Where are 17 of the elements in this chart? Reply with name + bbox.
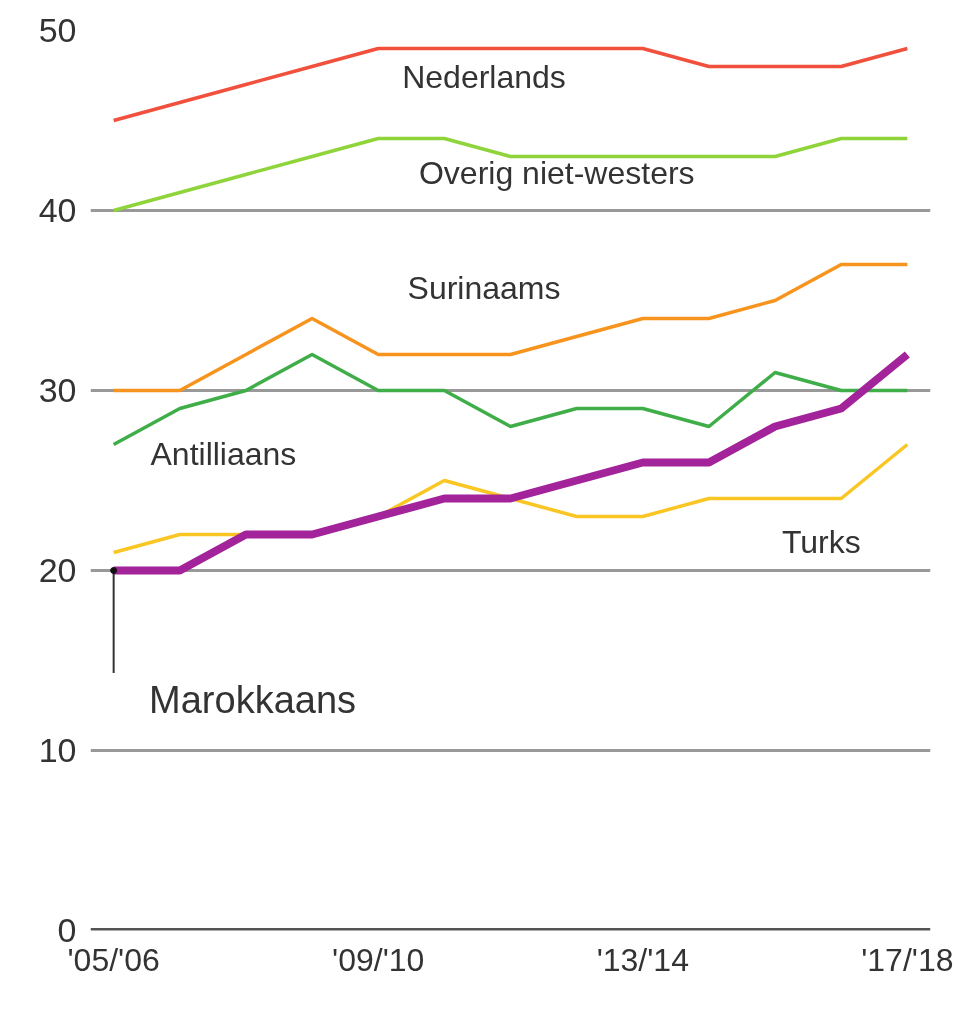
x-tick-label: '13/'14: [596, 941, 689, 978]
series-label: Antilliaans: [150, 435, 297, 472]
line-series: [111, 46, 910, 123]
y-tick-label: 30: [38, 371, 77, 409]
line-series: [111, 136, 910, 213]
line-series: [111, 262, 910, 393]
y-tick-label: 20: [38, 551, 77, 589]
series-label: Turks: [781, 523, 861, 560]
y-tick-label: 50: [38, 11, 77, 49]
y-tick-label: 40: [38, 191, 77, 229]
x-tick-label: '17/'18: [861, 941, 954, 978]
series-label: Nederlands: [402, 59, 566, 96]
text: Marokkaans: [149, 679, 357, 722]
series-label: Surinaams: [407, 269, 561, 306]
series-label: Overig niet-westers: [418, 154, 695, 191]
x-tick-label: '09/'10: [332, 941, 425, 978]
y-tick-label: 10: [38, 731, 77, 769]
